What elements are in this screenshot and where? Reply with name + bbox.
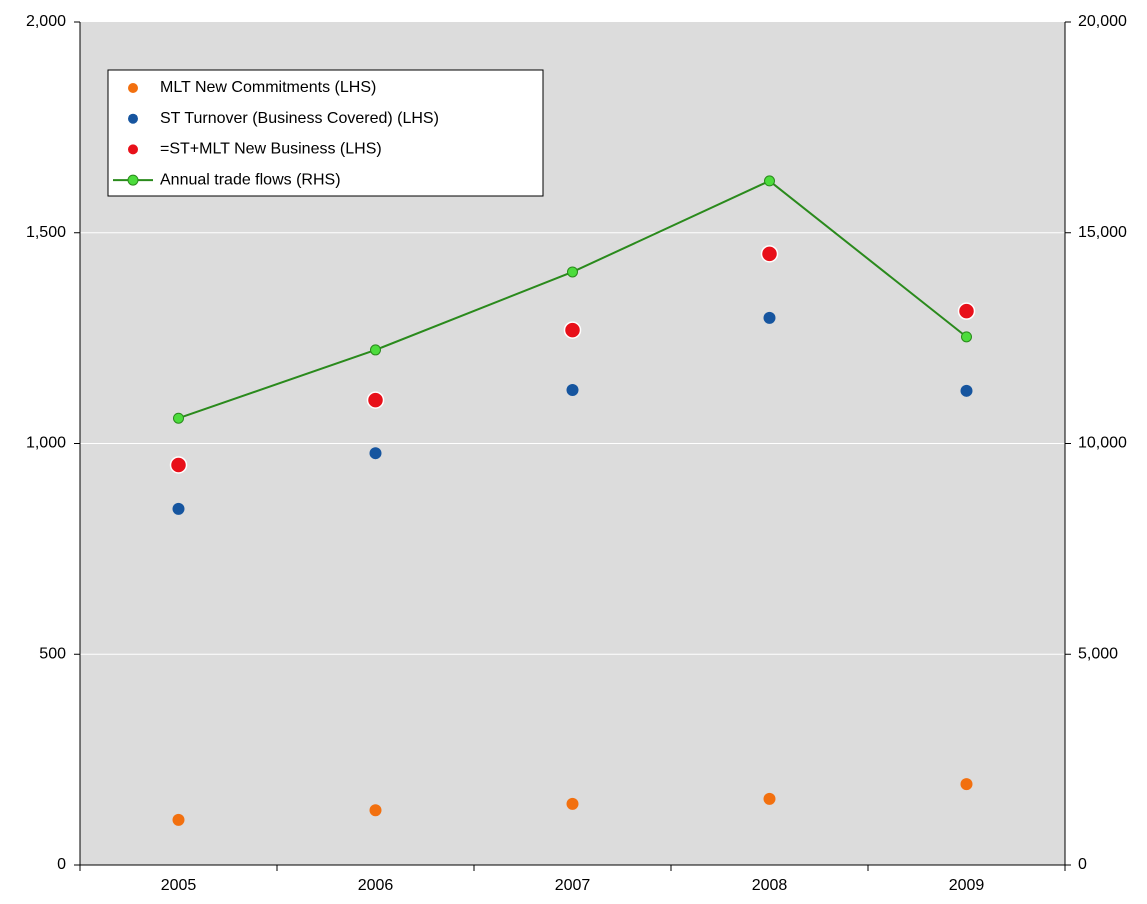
y2-tick-label: 10,000 [1078, 435, 1127, 452]
y2-tick-label: 5,000 [1078, 645, 1118, 662]
y2-tick-label: 20,000 [1078, 13, 1127, 30]
point [172, 502, 185, 515]
point [763, 311, 776, 324]
point [366, 391, 385, 409]
point [957, 302, 976, 320]
point [566, 383, 579, 396]
line-marker [961, 331, 972, 343]
legend-marker [128, 113, 138, 124]
point [563, 321, 582, 339]
legend-label: Annual trade flows (RHS) [160, 171, 341, 188]
legend-label: ST Turnover (Business Covered) (LHS) [160, 110, 439, 127]
line-marker [370, 344, 381, 356]
y-tick-label: 0 [57, 856, 66, 873]
y2-tick-label: 15,000 [1078, 224, 1127, 241]
point [760, 245, 779, 263]
legend-marker [128, 83, 138, 93]
y2-tick-label: 0 [1078, 856, 1087, 873]
point [763, 792, 776, 805]
point [369, 447, 382, 460]
y-tick-label: 1,500 [26, 224, 66, 241]
line-marker [764, 175, 775, 187]
point [169, 456, 188, 474]
point [369, 804, 382, 817]
legend-label: =ST+MLT New Business (LHS) [160, 141, 382, 158]
x-tick-label: 2008 [752, 877, 788, 894]
point [566, 797, 579, 810]
point [960, 384, 973, 397]
y-tick-label: 1,000 [26, 435, 66, 452]
legend-box [107, 69, 544, 197]
x-tick-label: 2007 [555, 877, 591, 894]
y-tick-label: 2,000 [26, 13, 66, 30]
line-marker [173, 412, 184, 424]
legend-marker [127, 174, 139, 186]
legend-marker [128, 144, 138, 155]
point [172, 813, 185, 826]
x-tick-label: 2009 [949, 877, 985, 894]
legend-label: MLT New Commitments (LHS) [160, 79, 376, 96]
line-marker [567, 266, 578, 278]
y-tick-label: 500 [39, 645, 66, 662]
point [960, 778, 973, 791]
x-tick-label: 2005 [161, 877, 197, 894]
x-tick-label: 2006 [358, 877, 394, 894]
